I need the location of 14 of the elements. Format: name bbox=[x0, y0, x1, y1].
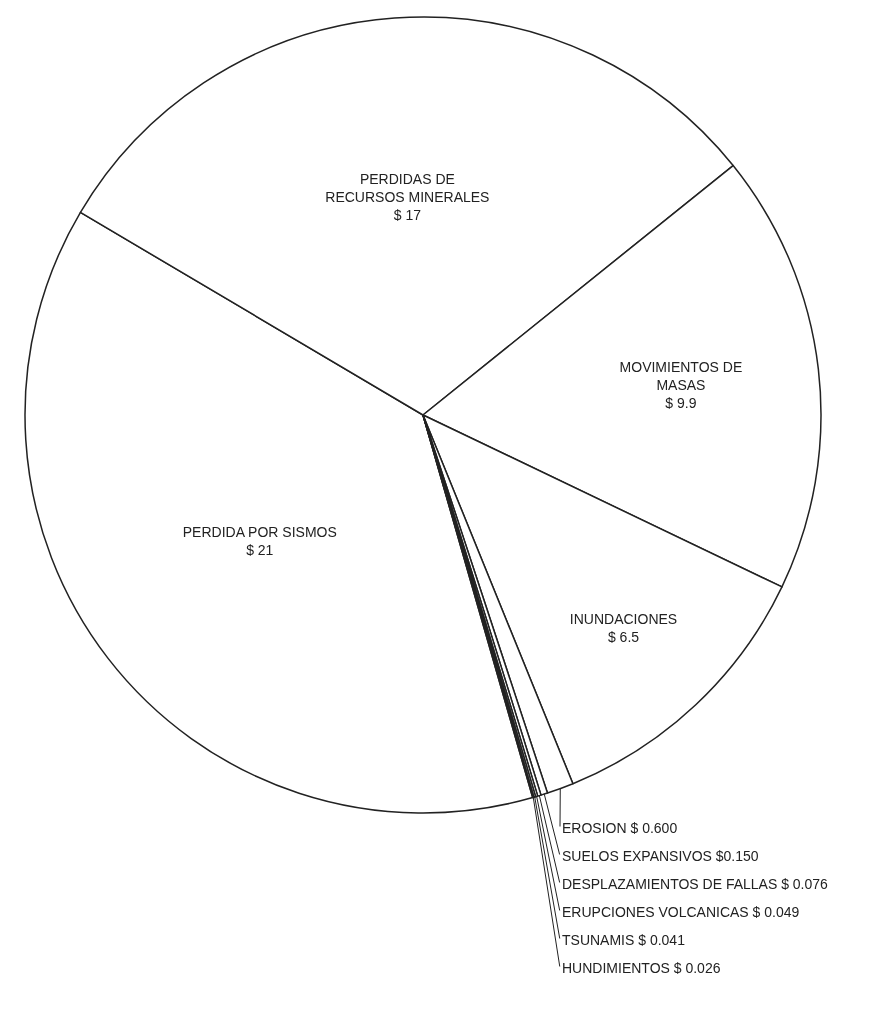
slice-label: HUNDIMIENTOS $ 0.026 bbox=[562, 960, 721, 976]
slice-label: INUNDACIONES bbox=[569, 610, 678, 627]
data-label: $ 17 bbox=[393, 207, 422, 224]
slice-label: PERDIDA POR SISMOS bbox=[182, 524, 337, 541]
slice-label: EROSION $ 0.600 bbox=[562, 820, 678, 836]
slice-label: ERUPCIONES VOLCANICAS $ 0.049 bbox=[562, 904, 800, 920]
data-label: $ 9.9 bbox=[665, 395, 697, 412]
slice-label: MOVIMIENTOS DE MASAS bbox=[619, 358, 743, 394]
data-label: $ 6.5 bbox=[607, 629, 640, 646]
slice-label: DESPLAZAMIENTOS DE FALLAS $ 0.076 bbox=[562, 876, 829, 892]
data-label: $ 21 bbox=[246, 542, 274, 559]
slice-label: SUELOS EXPANSIVOS $0.150 bbox=[562, 848, 759, 864]
slice-label: PERDIDAS DE RECURSOS MINERALES bbox=[325, 170, 490, 206]
slice-label: TSUNAMIS $ 0.041 bbox=[562, 932, 686, 948]
